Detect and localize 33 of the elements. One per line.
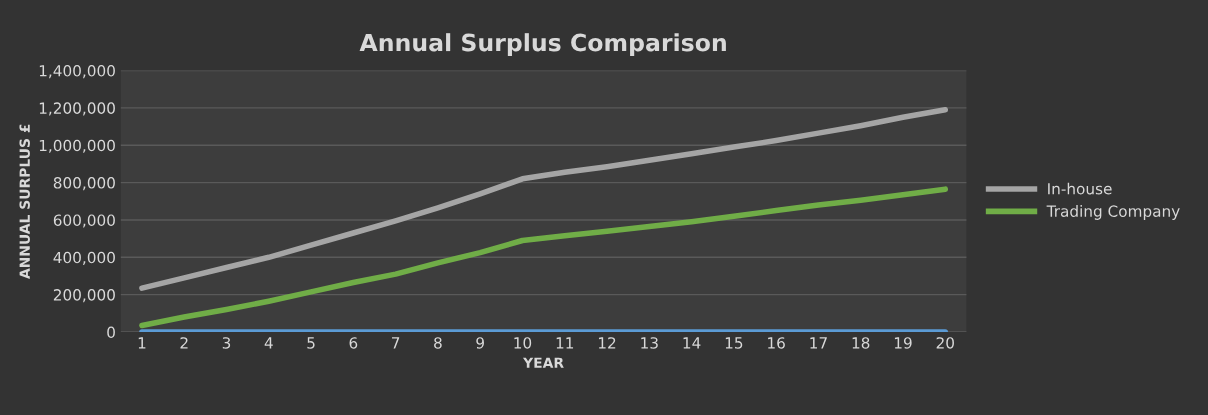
x-tick-label: 4 [264, 337, 273, 349]
y-tick-label: 1,000,000 [39, 139, 115, 153]
y-tick-label: 1,200,000 [39, 102, 115, 116]
x-tick-label: 16 [768, 337, 785, 349]
x-tick-label: 2 [180, 337, 188, 349]
y-axis-title: ANNUAL SURPLUS £ [19, 124, 30, 279]
y-tick-label: 600,000 [53, 214, 115, 228]
y-tick-label: 200,000 [53, 289, 115, 303]
y-tick-label: 0 [107, 326, 115, 339]
x-tick-label: 14 [683, 337, 701, 349]
y-tick-label: 400,000 [53, 251, 115, 265]
x-tick-label: 12 [598, 337, 616, 349]
x-tick-label: 10 [514, 337, 532, 349]
x-tick-label: 8 [434, 337, 442, 349]
x-tick-label: 15 [725, 337, 743, 349]
x-tick-label: 7 [392, 337, 400, 349]
x-tick-label: 13 [641, 337, 658, 349]
legend-label: In-house [1048, 182, 1112, 195]
x-tick-label: 9 [476, 337, 484, 349]
x-tick-label: 3 [222, 337, 231, 349]
x-tick-label: 18 [852, 337, 870, 349]
x-tick-label: 11 [556, 337, 574, 349]
legend-label: Trading Company [1046, 205, 1180, 220]
x-tick-label: 5 [307, 337, 315, 349]
y-tick-label: 800,000 [53, 177, 115, 191]
chart-title: Annual Surplus Comparison [359, 33, 726, 57]
x-tick-label: 6 [349, 337, 358, 349]
x-tick-label: 19 [894, 337, 912, 349]
x-axis-title: YEAR [522, 357, 564, 368]
x-tick-label: 17 [810, 337, 827, 349]
y-tick-label: 1,400,000 [39, 65, 115, 79]
x-tick-label: 1 [138, 337, 146, 349]
x-tick-label: 20 [936, 337, 954, 349]
